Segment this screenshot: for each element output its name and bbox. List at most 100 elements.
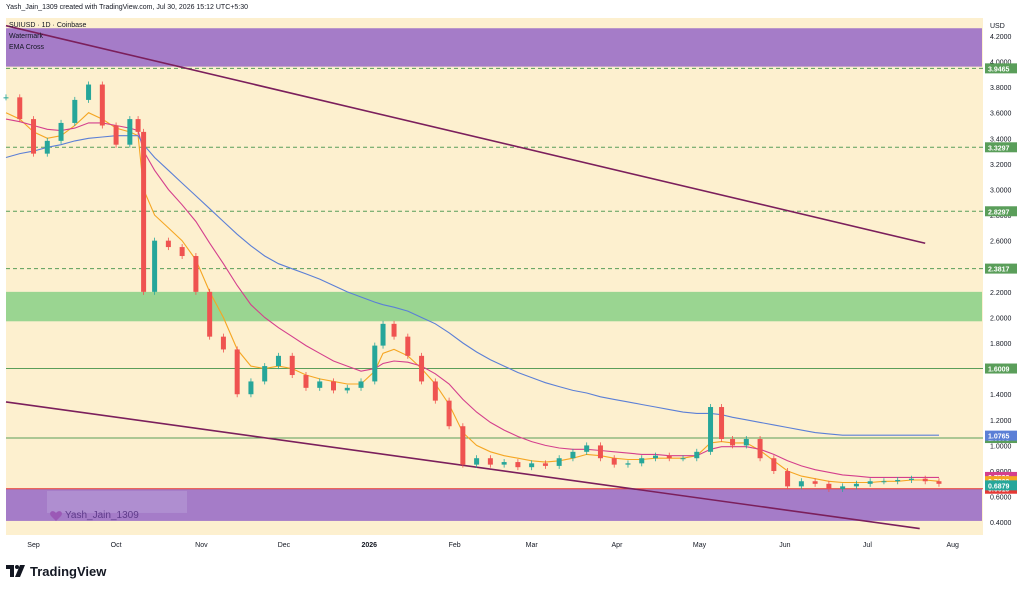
candle [895,479,901,482]
price-tag [985,430,1017,441]
price-tag-label: 2.3817 [988,267,1010,274]
watermark-box [47,490,187,513]
date-tick-label: Mar [526,542,539,549]
currency-label: USD [990,23,1005,30]
candle [344,387,350,391]
date-tick-label: May [693,542,707,549]
candle [556,458,562,466]
price-tag [985,206,1017,217]
candle [680,458,686,460]
candle [165,240,171,248]
heart-icon [50,511,62,521]
price-tick-label: 0.6000 [990,495,1012,502]
price-tick-label: 1.2000 [990,418,1012,425]
candle [317,381,323,388]
date-tick-label: Dec [278,542,291,549]
candle [840,486,846,489]
price-tag-label: 3.9465 [988,66,1010,73]
candle [193,256,199,292]
legend-watermark: Watermark [9,33,43,40]
date-tick-label: Nov [195,542,208,549]
upper-channel [5,24,926,245]
candle [3,97,9,99]
candle [31,119,37,154]
candle [179,247,185,257]
candle [625,463,631,465]
candle [58,122,64,141]
candle [405,336,411,356]
plot-background [6,18,983,535]
price-tick-label: 3.2000 [990,162,1012,169]
date-tick-label: Aug [946,542,959,549]
candle [798,481,804,487]
candle [446,400,452,427]
candle [419,355,425,382]
candle [515,462,521,468]
candle [99,84,105,126]
price-tick-label: 3.8000 [990,85,1012,92]
candle [17,97,23,120]
candle [331,381,337,391]
date-tick-label: Sep [27,542,40,549]
price-tick-label: 3.0000 [990,187,1012,194]
candle [757,439,763,459]
candle [529,463,535,468]
candle [694,451,700,459]
candle [812,481,818,484]
candle [922,478,928,482]
price-tick-label: 3.6000 [990,111,1012,118]
candle [248,381,254,395]
price-tag [985,63,1017,74]
price-tick-label: 0.4000 [990,520,1012,527]
candle [719,407,725,440]
candle [639,458,645,464]
candle [86,84,92,100]
candle [358,381,364,388]
candle [141,131,147,292]
price-tick-label: 3.4000 [990,136,1012,143]
candle [152,240,158,292]
candle [743,439,749,446]
price-tick-label: 4.0000 [990,60,1012,67]
candle [460,426,466,465]
candle [275,355,281,367]
price-tag [985,142,1017,153]
price-tick-label: 2.6000 [990,239,1012,246]
price-tag [985,363,1017,374]
price-tick-label: 2.2000 [990,290,1012,297]
price-tag-label: 1.0765 [988,434,1010,441]
price-tag [985,263,1017,274]
candle [611,458,617,465]
candle [936,481,942,484]
tradingview-logo[interactable]: TradingView [6,560,106,582]
candle [853,483,859,487]
price-tag-label: 0.6879 [988,483,1010,490]
ema-line-3 [5,135,939,436]
legend-ema-cross: EMA Cross [9,44,45,51]
price-tick-label: 2.0000 [990,315,1012,322]
candle [391,323,397,337]
date-tick-label: Jul [863,542,872,549]
candle [474,458,480,465]
price-tag [985,480,1017,491]
price-tick-label: 1.8000 [990,341,1012,348]
tradingview-logo-text: TradingView [30,563,107,579]
candle [289,355,295,376]
resistance-zone [6,28,982,67]
date-tick-label: 2026 [361,542,377,549]
candle [666,455,672,459]
candle [881,481,887,483]
price-tag-label: 3.3297 [988,145,1010,152]
chart-created-caption: Yash_Jain_1309 created with TradingView.… [6,4,248,11]
date-tick-label: Jun [779,542,790,549]
candle [652,455,658,459]
candle [785,471,791,487]
candle [542,463,548,466]
candle [597,445,603,459]
candle [867,481,873,484]
date-tick-label: Apr [612,542,624,549]
date-tick-label: Oct [111,542,122,549]
candle [487,458,493,465]
